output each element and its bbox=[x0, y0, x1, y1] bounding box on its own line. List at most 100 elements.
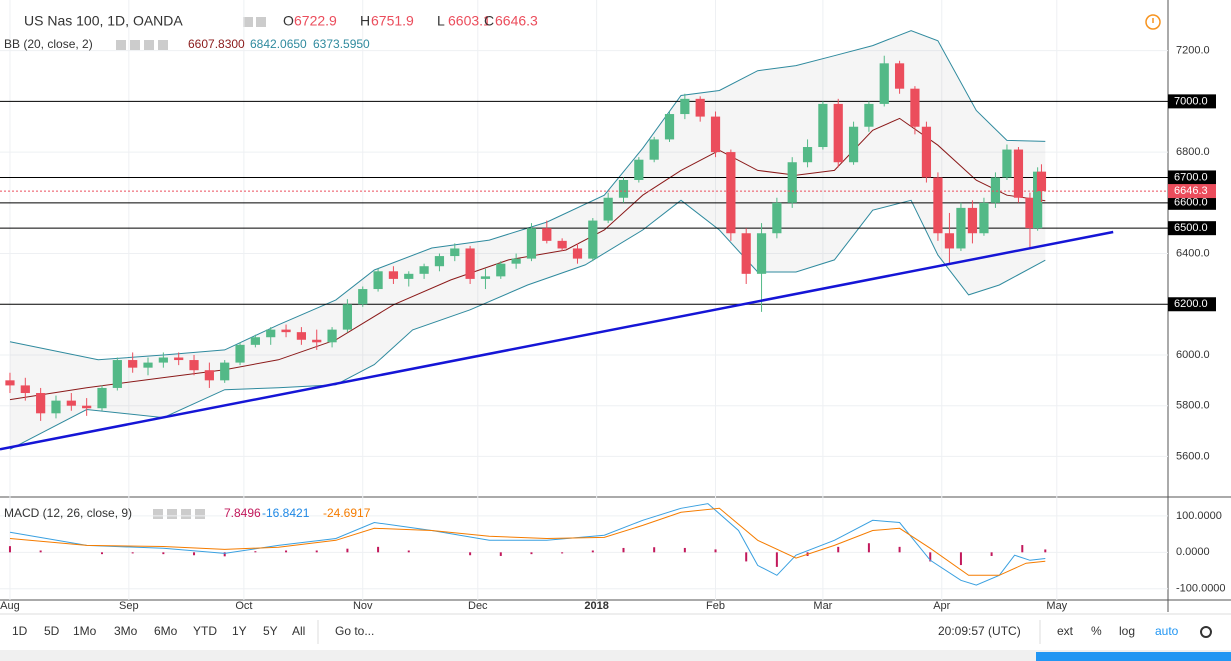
level-tag bbox=[1168, 94, 1216, 109]
level-tag bbox=[1168, 221, 1216, 236]
histogram-bar bbox=[162, 552, 165, 555]
y-tick-label: 5600.0 bbox=[1176, 450, 1210, 462]
candle-body bbox=[802, 147, 813, 163]
option-button[interactable]: auto bbox=[1155, 624, 1179, 638]
candle-body bbox=[557, 240, 567, 249]
range-button[interactable]: 1Mo bbox=[73, 624, 97, 638]
candle-body bbox=[756, 233, 767, 274]
settings-button[interactable] bbox=[1200, 626, 1212, 638]
range-button[interactable]: 5Y bbox=[263, 624, 278, 638]
candle-body bbox=[1033, 171, 1043, 229]
histogram-bar bbox=[285, 550, 288, 553]
histogram-bar bbox=[622, 547, 625, 553]
bb-label: BB (20, close, 2) bbox=[4, 37, 93, 51]
candle-body bbox=[864, 103, 874, 127]
level-tag bbox=[1168, 195, 1216, 210]
range-button[interactable]: 3Mo bbox=[114, 624, 138, 638]
candle-body bbox=[572, 248, 583, 259]
candle-body bbox=[266, 329, 276, 338]
histogram-bar bbox=[714, 549, 717, 553]
goto-button[interactable]: Go to... bbox=[335, 624, 374, 638]
candle-body bbox=[250, 337, 260, 345]
ohlc-prefix: L bbox=[437, 13, 445, 29]
candle-body bbox=[664, 114, 675, 140]
candle-body bbox=[128, 360, 138, 368]
bb-lower bbox=[9, 199, 1046, 450]
candle-body bbox=[910, 88, 920, 127]
status-strip bbox=[0, 650, 1231, 661]
candle-body bbox=[990, 177, 1001, 203]
option-button[interactable]: % bbox=[1091, 624, 1102, 638]
histogram-bar bbox=[315, 550, 318, 553]
candle-body bbox=[1013, 149, 1024, 198]
histogram-bar bbox=[100, 552, 103, 555]
x-tick-label: Dec bbox=[468, 600, 488, 612]
candle-body bbox=[373, 271, 383, 290]
signal-line bbox=[9, 507, 1046, 576]
x-tick-label: Feb bbox=[706, 600, 725, 612]
y-tick-label: 0.0000 bbox=[1176, 546, 1210, 558]
candle-body bbox=[979, 202, 989, 234]
range-button[interactable]: YTD bbox=[193, 624, 217, 638]
x-tick-label: Sep bbox=[119, 600, 139, 612]
macd-value: -16.8421 bbox=[262, 506, 310, 520]
level-label: 6200.0 bbox=[1174, 298, 1208, 310]
option-button[interactable]: log bbox=[1119, 624, 1135, 638]
histogram-bar bbox=[683, 547, 686, 553]
candle-body bbox=[695, 98, 705, 117]
candle-body bbox=[848, 126, 859, 163]
histogram-bar bbox=[469, 552, 472, 556]
candle-body bbox=[388, 271, 399, 279]
status-button[interactable] bbox=[1036, 652, 1231, 661]
candle-body bbox=[818, 103, 828, 148]
histogram-bar bbox=[1044, 549, 1047, 553]
level-label: 7000.0 bbox=[1174, 95, 1208, 107]
histogram-bar bbox=[407, 550, 410, 553]
y-tick-label: 6800.0 bbox=[1176, 146, 1210, 158]
candle-body bbox=[342, 304, 353, 330]
candle-body bbox=[51, 400, 61, 414]
y-tick-label: 6400.0 bbox=[1176, 247, 1210, 259]
histogram-bar bbox=[223, 552, 226, 557]
ohlc-prefix: C bbox=[484, 13, 494, 29]
ohlc-prefix: O bbox=[283, 13, 294, 29]
range-button[interactable]: 1D bbox=[12, 624, 28, 638]
range-button[interactable]: 1Y bbox=[232, 624, 247, 638]
range-button[interactable]: All bbox=[292, 624, 305, 638]
candle-body bbox=[772, 202, 782, 234]
candle-body bbox=[158, 357, 168, 363]
candle-body bbox=[634, 159, 644, 180]
range-button[interactable]: 5D bbox=[44, 624, 60, 638]
histogram-bar bbox=[745, 552, 748, 562]
alert-icon[interactable] bbox=[1145, 14, 1161, 30]
candle-body bbox=[1025, 197, 1035, 229]
histogram-bar bbox=[653, 547, 656, 553]
candle-body bbox=[419, 266, 429, 274]
ohlc-prefix: H bbox=[360, 13, 370, 29]
range-button[interactable]: 6Mo bbox=[154, 624, 178, 638]
histogram-bar bbox=[929, 552, 932, 562]
histogram-bar bbox=[898, 546, 901, 553]
histogram-bar bbox=[530, 552, 533, 555]
histogram-bar bbox=[959, 552, 962, 566]
level-label: 6600.0 bbox=[1174, 197, 1208, 209]
indicator-icons[interactable] bbox=[116, 17, 266, 519]
candle-body bbox=[112, 360, 122, 388]
macd-value: 7.8496 bbox=[224, 506, 261, 520]
candle-body bbox=[542, 228, 552, 241]
option-button[interactable]: ext bbox=[1057, 624, 1074, 638]
last-price-tag bbox=[1168, 184, 1216, 199]
candle-body bbox=[312, 339, 322, 343]
candle-body bbox=[480, 276, 491, 279]
bb-upper bbox=[9, 30, 1046, 361]
ohlc-value: 6603.1 bbox=[448, 13, 491, 29]
candle-body bbox=[710, 116, 721, 153]
candle-body bbox=[511, 258, 521, 264]
histogram-bar bbox=[775, 552, 778, 567]
bb-value: 6842.0650 bbox=[250, 37, 307, 51]
candle-body bbox=[174, 357, 184, 361]
candle-body bbox=[220, 362, 230, 381]
candle-body bbox=[36, 393, 46, 414]
